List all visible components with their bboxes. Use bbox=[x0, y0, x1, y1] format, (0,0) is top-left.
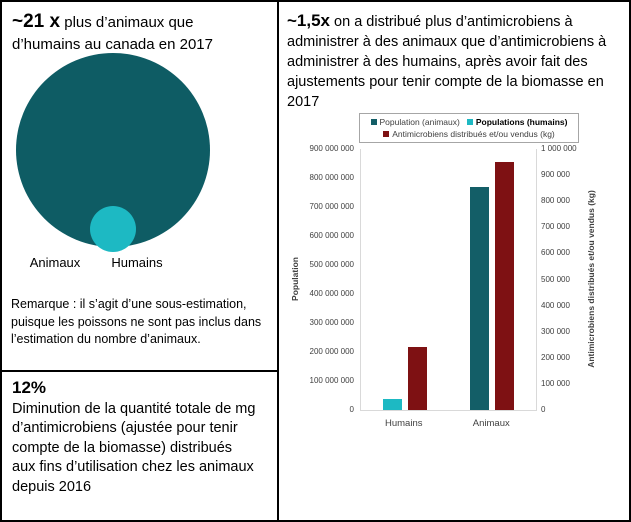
bar-animaux-population bbox=[470, 187, 490, 410]
left-axis-tick: 0 bbox=[349, 405, 354, 414]
right-axis-tick: 800 000 bbox=[541, 196, 570, 206]
left-axis-tick: 600 000 000 bbox=[309, 231, 355, 240]
left-axis-tick: 400 000 000 bbox=[309, 289, 355, 298]
right-axis-tick: 900 000 bbox=[541, 170, 570, 180]
x-axis-label-animaux: Animaux bbox=[472, 418, 510, 429]
stat-12-percent: 12% bbox=[12, 378, 47, 397]
bar-chart: Population (animaux) Populations (humains… bbox=[279, 107, 629, 452]
humans-population-circle bbox=[90, 206, 136, 252]
legend-label: Populations (humains) bbox=[475, 117, 568, 127]
stat-21x: ~21 x bbox=[12, 11, 61, 32]
bar-animaux-antimicrobiens bbox=[495, 162, 515, 410]
left-axis-tick: 800 000 000 bbox=[309, 173, 355, 182]
left-axis-tick: 200 000 000 bbox=[309, 347, 355, 356]
stat-1-5x: ~1,5x bbox=[287, 11, 331, 30]
legend-item: Antimicrobiens distribués et/ou vendus (… bbox=[383, 129, 555, 139]
chart-legend: Population (animaux) Populations (humains… bbox=[359, 113, 579, 143]
distribution-title-text: on a distribué plus d’antimicrobiens à a… bbox=[287, 14, 607, 111]
distribution-title: ~1,5x on a distribué plus d’antimicrobie… bbox=[287, 9, 625, 112]
right-axis-tick: 100 000 bbox=[541, 378, 570, 388]
legend-row: Population (animaux) Populations (humains… bbox=[361, 117, 577, 127]
legend-marker-icon bbox=[466, 119, 473, 125]
panel-reduction: 12% Diminution de la quantité totale de … bbox=[2, 372, 279, 520]
right-axis-tick: 600 000 bbox=[541, 248, 570, 258]
legend-item: Populations (humains) bbox=[466, 117, 568, 127]
right-axis-tick: 200 000 bbox=[541, 352, 570, 362]
legend-item: Population (animaux) bbox=[370, 117, 460, 127]
left-axis-tick: 300 000 000 bbox=[309, 318, 355, 327]
right-axis-tick: 700 000 bbox=[541, 222, 570, 232]
bar-humains-population bbox=[382, 399, 402, 410]
panel-distribution: ~1,5x on a distribué plus d’antimicrobie… bbox=[279, 2, 629, 520]
plot-area bbox=[360, 149, 537, 411]
animals-vs-humans-title: ~21 x plus d’animaux que d’humains au ca… bbox=[12, 10, 222, 54]
animals-vs-humans-title-text: plus d’animaux que d’humains au canada e… bbox=[12, 14, 213, 53]
left-axis-tick: 100 000 000 bbox=[309, 376, 355, 385]
reduction-text: Diminution de la quantité totale de mg d… bbox=[12, 401, 256, 495]
legend-label: Population (animaux) bbox=[379, 117, 460, 127]
legend-row: Antimicrobiens distribués et/ou vendus (… bbox=[361, 129, 577, 139]
right-axis-tick: 1 000 000 bbox=[541, 144, 577, 153]
right-axis-tick: 500 000 bbox=[541, 274, 570, 284]
humans-circle-label: Humains bbox=[111, 255, 163, 270]
left-axis-tick: 900 000 000 bbox=[309, 144, 355, 153]
right-axis-tick: 0 bbox=[541, 405, 546, 414]
legend-label: Antimicrobiens distribués et/ou vendus (… bbox=[392, 129, 555, 139]
animals-circle-label: Animaux bbox=[29, 255, 81, 270]
right-axis-tick: 400 000 bbox=[541, 300, 570, 310]
panel-animals-vs-humans: ~21 x plus d’animaux que d’humains au ca… bbox=[2, 2, 279, 372]
x-axis-label-humains: Humains bbox=[385, 418, 423, 429]
right-axis-tick: 300 000 bbox=[541, 326, 570, 336]
underestimation-note: Remarque : il s’agit d’une sous-estimati… bbox=[11, 297, 262, 346]
left-axis-tick: 500 000 000 bbox=[309, 260, 355, 269]
legend-marker-icon bbox=[383, 131, 390, 137]
legend-marker-icon bbox=[370, 119, 377, 125]
bar-humains-antimicrobiens bbox=[407, 347, 427, 410]
left-axis-tick: 700 000 000 bbox=[309, 202, 355, 211]
